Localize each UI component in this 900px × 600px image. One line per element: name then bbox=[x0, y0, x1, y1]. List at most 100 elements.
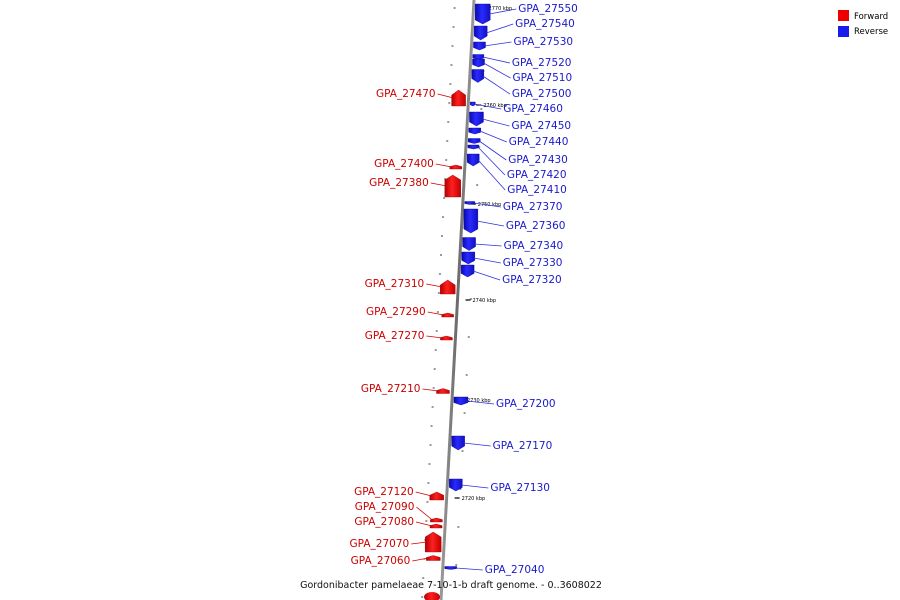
reverse-gene-feature[interactable] bbox=[451, 435, 465, 451]
forward-gene-leader bbox=[426, 335, 443, 339]
reverse-gene-feature[interactable] bbox=[453, 396, 469, 406]
reverse-gene-label[interactable]: GPA_27450 bbox=[511, 120, 571, 132]
forward-gene-label[interactable]: GPA_27270 bbox=[365, 330, 425, 342]
reverse-gene-leader bbox=[479, 140, 507, 161]
reverse-gene-feature[interactable] bbox=[471, 69, 485, 83]
forward-gene-feature[interactable] bbox=[444, 174, 461, 198]
reverse-gene-label[interactable]: GPA_27330 bbox=[503, 257, 563, 269]
reverse-gene-feature[interactable] bbox=[467, 153, 480, 167]
genome-axis bbox=[439, 0, 476, 600]
forward-gene-feature[interactable] bbox=[429, 523, 443, 529]
gene-labels: GPA_27550 GPA_27540 GPA_27530 GPA_27520 GPA_… bbox=[350, 3, 578, 576]
reverse-gene-label[interactable]: GPA_27360 bbox=[506, 220, 566, 232]
reverse-gene-label[interactable]: GPA_27540 bbox=[515, 18, 575, 30]
reverse-gene-leader bbox=[473, 257, 501, 264]
reverse-gene-label[interactable]: GPA_27460 bbox=[503, 103, 563, 115]
reverse-gene-feature[interactable] bbox=[463, 208, 479, 234]
forward-gene-label[interactable]: GPA_27090 bbox=[355, 501, 415, 513]
reverse-gene-leader bbox=[463, 442, 491, 447]
reverse-gene-leader bbox=[482, 118, 510, 127]
scale-label: 2730 kbp bbox=[467, 398, 491, 404]
reverse-gene-leader bbox=[474, 243, 502, 247]
reverse-gene-label[interactable]: GPA_27340 bbox=[504, 240, 564, 252]
reverse-gene-leader bbox=[477, 146, 506, 176]
reverse-gene-label[interactable]: GPA_27130 bbox=[490, 482, 550, 494]
reverse-gene-label[interactable]: GPA_27200 bbox=[496, 398, 556, 410]
reverse-gene-label[interactable]: GPA_27550 bbox=[518, 3, 578, 15]
legend-forward-swatch bbox=[838, 10, 849, 21]
reverse-gene-leader bbox=[474, 103, 502, 110]
forward-gene-leader bbox=[415, 491, 432, 497]
reverse-gene-label[interactable]: GPA_27420 bbox=[507, 169, 567, 181]
reverse-gene-feature[interactable] bbox=[468, 127, 481, 135]
reverse-gene-feature[interactable] bbox=[475, 3, 491, 25]
reverse-gene-label[interactable]: GPA_27500 bbox=[512, 88, 572, 100]
forward-gene-label[interactable]: GPA_27310 bbox=[365, 278, 425, 290]
reverse-gene-label[interactable]: GPA_27530 bbox=[513, 36, 573, 48]
scale-label: 2760 kbp bbox=[483, 103, 507, 109]
reverse-gene-leader bbox=[461, 484, 489, 489]
reverse-gene-feature[interactable] bbox=[467, 144, 480, 150]
reverse-gene-leader bbox=[482, 56, 510, 64]
forward-gene-leader bbox=[426, 283, 443, 288]
forward-gene-leader bbox=[416, 506, 433, 521]
reverse-gene-leader bbox=[476, 220, 504, 227]
reverse-gene-feature[interactable] bbox=[461, 251, 476, 265]
reverse-gene-feature[interactable] bbox=[472, 58, 485, 68]
forward-gene-feature[interactable] bbox=[440, 279, 456, 295]
reverse-gene-leader bbox=[479, 130, 507, 143]
reverse-gene-label[interactable]: GPA_27410 bbox=[507, 184, 567, 196]
forward-gene-label[interactable]: GPA_27210 bbox=[361, 383, 421, 395]
reverse-gene-feature[interactable] bbox=[462, 237, 476, 251]
reverse-gene-feature[interactable] bbox=[468, 138, 481, 144]
forward-gene-feature[interactable] bbox=[424, 531, 442, 553]
forward-gene-leader bbox=[435, 163, 452, 168]
reverse-gene-label[interactable]: GPA_27520 bbox=[512, 57, 572, 69]
forward-gene-feature[interactable] bbox=[426, 555, 441, 561]
scale-label: 2740 kbp bbox=[473, 298, 497, 304]
reverse-gene-feature[interactable] bbox=[460, 264, 475, 278]
reverse-gene-feature[interactable] bbox=[464, 201, 476, 205]
reverse-gene-label[interactable]: GPA_27040 bbox=[485, 564, 545, 576]
forward-gene-label[interactable]: GPA_27400 bbox=[374, 158, 434, 170]
forward-gene-feature[interactable] bbox=[424, 592, 440, 600]
reverse-gene-feature[interactable] bbox=[449, 478, 463, 492]
reverse-gene-label[interactable]: GPA_27320 bbox=[502, 274, 562, 286]
reverse-gene-feature[interactable] bbox=[472, 54, 485, 60]
reverse-gene-leader bbox=[484, 41, 512, 47]
forward-gene-label[interactable]: GPA_27070 bbox=[350, 538, 410, 550]
forward-gene-label[interactable]: GPA_27470 bbox=[376, 88, 436, 100]
forward-gene-leader bbox=[412, 557, 429, 562]
forward-gene-feature[interactable] bbox=[451, 89, 466, 107]
forward-gene-label[interactable]: GPA_27120 bbox=[354, 486, 414, 498]
reverse-gene-label[interactable]: GPA_27370 bbox=[503, 201, 563, 213]
reverse-gene-feature[interactable] bbox=[470, 101, 476, 107]
forward-gene-label[interactable]: GPA_27080 bbox=[354, 516, 414, 528]
legend-forward-label: Forward bbox=[854, 12, 888, 22]
forward-gene-leader bbox=[430, 182, 447, 187]
reverse-gene-leader bbox=[455, 567, 483, 571]
reverse-gene-label[interactable]: GPA_27430 bbox=[508, 154, 568, 166]
forward-gene-label[interactable]: GPA_27060 bbox=[351, 555, 411, 567]
legend-reverse-label: Reverse bbox=[854, 27, 888, 37]
reverse-gene-leader bbox=[486, 23, 514, 34]
forward-gene-leader bbox=[415, 521, 433, 527]
reverse-gene-feature[interactable] bbox=[473, 25, 488, 41]
forward-gene-label[interactable]: GPA_27380 bbox=[369, 177, 429, 189]
forward-gene-feature[interactable] bbox=[429, 491, 444, 501]
reverse-gene-leader bbox=[477, 159, 506, 191]
forward-gene-leader bbox=[427, 311, 444, 316]
reverse-gene-leader bbox=[472, 270, 501, 281]
reverse-gene-feature[interactable] bbox=[444, 566, 457, 570]
reverse-gene-label[interactable]: GPA_27440 bbox=[509, 136, 569, 148]
forward-gene-label[interactable]: GPA_27290 bbox=[366, 306, 426, 318]
forward-gene-leader bbox=[411, 541, 428, 545]
scale-label: 2770 kbp bbox=[489, 6, 513, 12]
gene-features bbox=[424, 3, 491, 600]
reverse-gene-leader bbox=[482, 75, 511, 95]
forward-gene-feature[interactable] bbox=[430, 517, 443, 523]
reverse-gene-label[interactable]: GPA_27510 bbox=[513, 72, 573, 84]
reverse-gene-feature[interactable] bbox=[469, 111, 484, 127]
reverse-gene-feature[interactable] bbox=[473, 41, 486, 51]
reverse-gene-label[interactable]: GPA_27170 bbox=[493, 440, 553, 452]
